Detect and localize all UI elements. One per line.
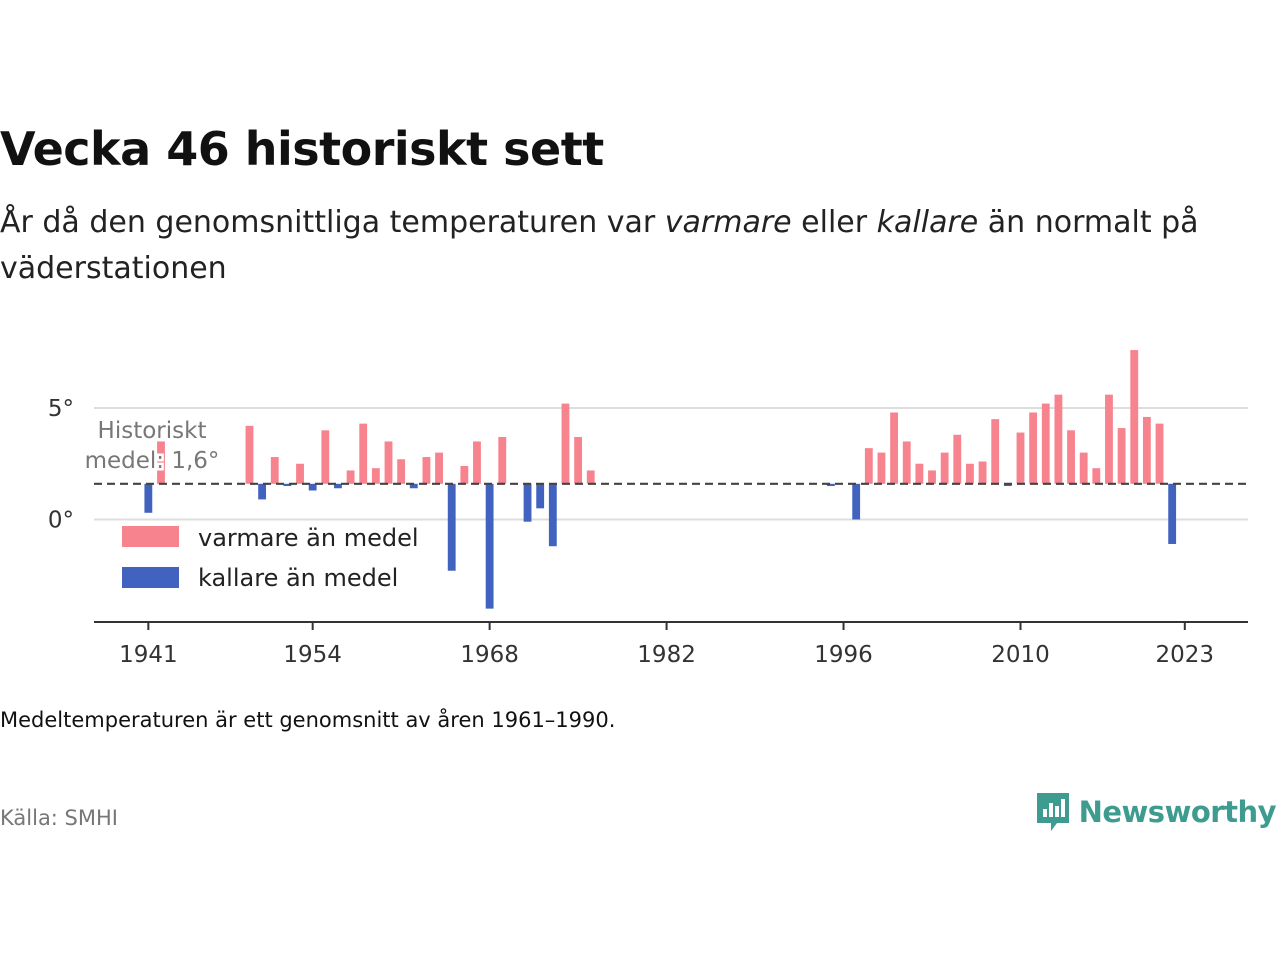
bar-cold (523, 483, 532, 522)
bar-warm (966, 463, 974, 484)
bar-warm (346, 470, 355, 484)
x-tick-label: 2023 (1156, 642, 1215, 668)
subtitle-warm-word: varmare (664, 205, 792, 240)
x-tick-label: 1982 (637, 642, 696, 668)
mean-line-group: Historiskt medel: 1,6° (82, 416, 1248, 485)
bars (144, 350, 1177, 609)
brand-name: Newsworthy (1078, 795, 1277, 829)
x-tick-label: 1941 (119, 642, 178, 668)
newsworthy-logo-icon (1036, 793, 1069, 831)
bar-warm (498, 436, 507, 484)
bar-warm (890, 412, 899, 484)
chart-subtitle: År då den genomsnittliga temperaturen va… (0, 200, 1240, 292)
bar-warm (1130, 350, 1139, 484)
bar-warm (435, 452, 443, 484)
bar-warm (864, 448, 873, 484)
bar-cold (852, 483, 861, 520)
bar-warm (953, 434, 962, 484)
bar-warm (1067, 430, 1075, 484)
bar-warm (460, 465, 469, 484)
legend-swatch-warm (122, 526, 179, 547)
subtitle-part-1: År då den genomsnittliga temperaturen va… (0, 205, 665, 240)
bar-cold (409, 483, 418, 489)
bar-cold (283, 483, 292, 487)
bar-cold (308, 483, 317, 491)
bar-warm (574, 436, 583, 484)
x-tick-label: 1954 (283, 642, 342, 668)
y-axis-ticks: 0° 5° (48, 396, 74, 533)
bar-warm (1117, 428, 1126, 484)
subtitle-part-3: än normalt på väderstationen (0, 205, 1199, 286)
source-label: Källa: SMHI (0, 806, 118, 830)
x-tick-label: 1968 (460, 642, 519, 668)
bar-cold (144, 483, 153, 513)
x-tick-label: 1996 (814, 642, 873, 668)
bar-cold (1168, 483, 1177, 544)
bar-warm (245, 425, 254, 484)
x-axis: 1941 1954 1968 1982 1996 2010 2023 (94, 621, 1248, 668)
bar-warm (877, 452, 886, 484)
bar-cold (1003, 483, 1012, 487)
bar-warm (359, 423, 368, 484)
subtitle-part-2: eller (791, 205, 877, 240)
bar-warm (1079, 452, 1088, 484)
bar-warm (902, 441, 911, 484)
brand-logo: Newsworthy (1035, 790, 1277, 834)
bar-warm (915, 463, 924, 484)
bar-cold (334, 483, 342, 489)
y-tick-label: 5° (48, 396, 74, 422)
bar-warm (586, 470, 595, 484)
bar-warm (928, 470, 936, 484)
bar-warm (270, 457, 279, 484)
bar-cold (536, 483, 545, 509)
mean-label-line-2: medel: 1,6° (85, 448, 220, 474)
bar-cold (485, 483, 494, 609)
chart-title: Vecka 46 historiskt sett (0, 122, 604, 176)
bar-warm (384, 441, 393, 484)
bar-warm (940, 452, 949, 484)
bar-warm (561, 403, 570, 484)
y-tick-label: 0° (48, 507, 74, 533)
bar-warm (157, 441, 165, 484)
bar-warm (1105, 394, 1113, 484)
x-tick-label: 2010 (991, 642, 1050, 668)
bar-warm (991, 419, 1000, 484)
bar-warm (321, 430, 330, 484)
bar-warm (473, 441, 481, 484)
bar-cold (447, 483, 456, 571)
subtitle-cold-word: kallare (876, 205, 979, 240)
bar-cold (548, 483, 557, 547)
bar-warm (1092, 468, 1101, 484)
bar-warm (371, 468, 380, 484)
bar-warm (1041, 403, 1050, 484)
bar-warm (1155, 423, 1164, 484)
bar-warm (1054, 394, 1063, 484)
bar-warm (422, 457, 431, 484)
bar-warm (978, 461, 987, 484)
bar-warm (1016, 432, 1025, 484)
chart-note: Medeltemperaturen är ett genomsnitt av å… (0, 708, 616, 732)
bar-warm (397, 459, 406, 484)
mean-label-line-1: Historiskt (98, 418, 207, 444)
bar-cold (258, 483, 267, 500)
legend-label-warm: varmare än medel (198, 524, 419, 552)
legend-label-cold: kallare än medel (198, 564, 398, 592)
legend: varmare än medel kallare än medel (122, 524, 419, 592)
bar-warm (1029, 412, 1038, 484)
bar-warm (296, 463, 304, 484)
bar-warm (1142, 416, 1151, 484)
bar-cold (826, 483, 835, 487)
legend-swatch-cold (122, 567, 179, 588)
